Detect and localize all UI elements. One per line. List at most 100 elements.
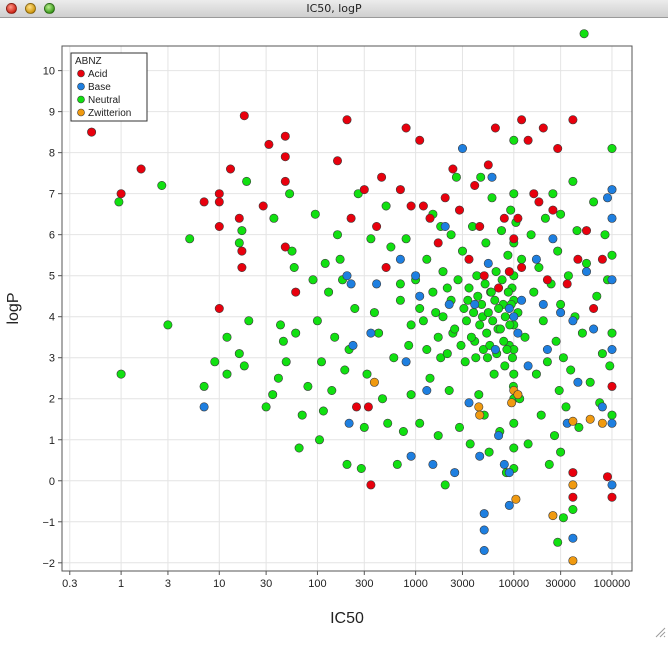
data-point-neutral bbox=[287, 246, 297, 256]
data-point-neutral bbox=[600, 230, 610, 240]
data-point-neutral bbox=[222, 332, 232, 342]
data-point-base bbox=[581, 267, 591, 277]
data-point-neutral bbox=[316, 357, 326, 367]
data-point-base bbox=[504, 500, 514, 510]
data-point-acid bbox=[280, 152, 290, 162]
data-point-neutral bbox=[509, 443, 519, 453]
data-point-zwitterion bbox=[568, 556, 578, 566]
data-point-neutral bbox=[553, 246, 563, 256]
plot-frame bbox=[61, 45, 633, 572]
data-point-neutral bbox=[607, 144, 617, 154]
data-point-neutral bbox=[456, 340, 466, 350]
data-point-acid bbox=[479, 271, 489, 281]
data-point-neutral bbox=[463, 295, 473, 305]
data-point-neutral bbox=[234, 349, 244, 359]
data-point-neutral bbox=[444, 385, 454, 395]
data-point-neutral bbox=[268, 390, 278, 400]
data-point-base bbox=[556, 308, 566, 318]
data-point-base bbox=[470, 299, 480, 309]
data-point-neutral bbox=[222, 369, 232, 379]
data-point-neutral bbox=[318, 406, 328, 416]
data-point-zwitterion bbox=[511, 494, 521, 504]
data-point-acid bbox=[542, 275, 552, 285]
minimize-icon[interactable] bbox=[25, 3, 36, 14]
data-point-neutral bbox=[116, 369, 126, 379]
data-point-base bbox=[531, 254, 541, 264]
data-point-base bbox=[568, 533, 578, 543]
data-point-neutral bbox=[480, 279, 490, 289]
data-point-acid bbox=[538, 123, 548, 133]
data-point-base bbox=[509, 312, 519, 322]
data-point-neutral bbox=[453, 275, 463, 285]
data-point-zwitterion bbox=[548, 511, 558, 521]
data-point-neutral bbox=[366, 234, 376, 244]
data-point-neutral bbox=[558, 353, 568, 363]
data-point-neutral bbox=[237, 226, 247, 236]
data-point-neutral bbox=[389, 353, 399, 363]
data-point-neutral bbox=[489, 369, 499, 379]
data-point-neutral bbox=[534, 263, 544, 273]
data-point-base bbox=[538, 299, 548, 309]
data-point-acid bbox=[366, 480, 376, 490]
data-point-acid bbox=[395, 185, 405, 195]
close-icon[interactable] bbox=[6, 3, 17, 14]
data-point-base bbox=[440, 222, 450, 232]
data-point-base bbox=[475, 451, 485, 461]
data-point-neutral bbox=[418, 316, 428, 326]
data-point-neutral bbox=[509, 369, 519, 379]
data-point-acid bbox=[553, 144, 563, 154]
data-point-acid bbox=[509, 234, 519, 244]
y-tick-label: 9 bbox=[49, 107, 55, 119]
data-point-neutral bbox=[422, 344, 432, 354]
x-tick-label: 1000 bbox=[403, 578, 427, 590]
data-point-neutral bbox=[502, 344, 512, 354]
zoom-icon[interactable] bbox=[44, 3, 55, 14]
data-point-neutral bbox=[471, 353, 481, 363]
data-point-base bbox=[464, 398, 474, 408]
data-point-neutral bbox=[261, 402, 271, 412]
data-point-base bbox=[597, 402, 607, 412]
data-point-neutral bbox=[486, 287, 496, 297]
data-point-neutral bbox=[558, 513, 568, 523]
data-point-acid bbox=[116, 189, 126, 199]
data-point-neutral bbox=[234, 238, 244, 248]
resize-grip-icon[interactable] bbox=[654, 626, 666, 638]
data-point-acid bbox=[280, 131, 290, 141]
data-point-neutral bbox=[482, 328, 492, 338]
data-point-acid bbox=[363, 402, 373, 412]
data-point-neutral bbox=[431, 308, 441, 318]
data-point-neutral bbox=[481, 238, 491, 248]
plot-background bbox=[62, 46, 632, 571]
data-point-neutral bbox=[507, 353, 517, 363]
data-point-base bbox=[422, 385, 432, 395]
data-point-neutral bbox=[398, 426, 408, 436]
data-point-neutral bbox=[496, 226, 506, 236]
data-point-neutral bbox=[478, 344, 488, 354]
data-point-neutral bbox=[278, 336, 288, 346]
data-point-neutral bbox=[330, 332, 340, 342]
data-point-neutral bbox=[581, 258, 591, 268]
data-point-neutral bbox=[551, 336, 561, 346]
data-point-neutral bbox=[488, 316, 498, 326]
x-tick-label: 0.3 bbox=[62, 578, 77, 590]
data-point-acid bbox=[470, 181, 480, 191]
data-point-neutral bbox=[548, 189, 558, 199]
data-point-base bbox=[346, 279, 356, 289]
data-point-acid bbox=[214, 189, 224, 199]
data-point-acid bbox=[237, 246, 247, 256]
data-point-neutral bbox=[442, 349, 452, 359]
data-point-neutral bbox=[503, 287, 513, 297]
data-point-neutral bbox=[592, 291, 602, 301]
data-point-acid bbox=[87, 127, 97, 137]
data-point-neutral bbox=[497, 275, 507, 285]
data-point-base bbox=[428, 459, 438, 469]
data-point-neutral bbox=[483, 308, 493, 318]
data-point-neutral bbox=[294, 443, 304, 453]
data-point-base bbox=[607, 344, 617, 354]
data-point-base bbox=[513, 328, 523, 338]
series-zwitterion bbox=[369, 377, 607, 566]
data-point-neutral bbox=[563, 271, 573, 281]
y-axis-label: logP bbox=[5, 292, 22, 324]
data-point-acid bbox=[425, 213, 435, 223]
data-point-neutral bbox=[568, 504, 578, 514]
